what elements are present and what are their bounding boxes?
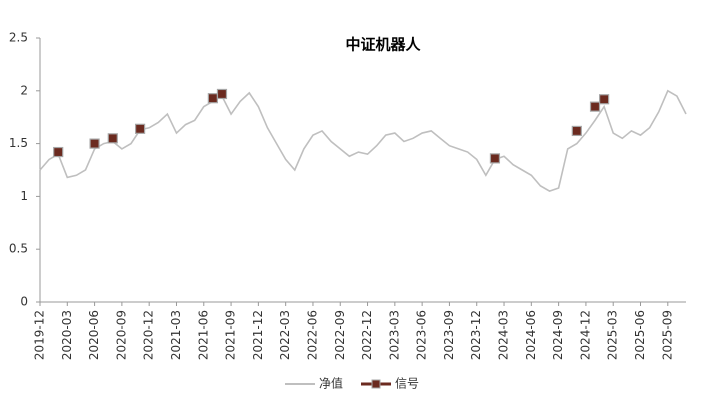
signal-marker — [53, 146, 64, 158]
y-tick-label: 2 — [20, 83, 28, 97]
signal-marker — [489, 153, 501, 164]
x-tick-label: 2021-09 — [224, 310, 238, 360]
x-tick-label: 2020-09 — [114, 310, 128, 360]
x-tick-label: 2022-03 — [278, 310, 292, 360]
x-tick-label: 2023-12 — [469, 310, 483, 360]
net-value-line — [39, 89, 687, 192]
signal-marker — [571, 125, 582, 137]
x-tick-label: 2021-06 — [196, 310, 210, 360]
x-tick-label: 2021-12 — [251, 310, 265, 360]
signal-marker — [207, 93, 218, 104]
x-tick-label: 2024-09 — [551, 310, 565, 360]
signal-marker — [134, 123, 146, 134]
signal-marker — [107, 133, 118, 144]
legend-marker — [371, 379, 381, 389]
x-tick-label: 2025-06 — [633, 310, 647, 360]
y-tick-label: 1 — [20, 189, 28, 203]
x-tick-label: 2022-09 — [333, 310, 347, 360]
y-tick-label: 1.5 — [9, 136, 28, 150]
x-tick-label: 2024-12 — [578, 310, 592, 360]
x-tick-label: 2023-06 — [415, 310, 429, 360]
chart-title: 中证机器人 — [345, 36, 421, 54]
signal-marker — [89, 138, 100, 149]
signal-marker — [216, 88, 228, 100]
x-tick-label: 2025-03 — [606, 310, 620, 360]
x-tick-label: 2020-06 — [87, 310, 101, 360]
y-tick-label: 2.5 — [9, 31, 28, 45]
x-tick-label: 2019-12 — [33, 310, 47, 360]
x-tick-label: 2024-03 — [497, 310, 511, 360]
y-tick-label: 0 — [20, 295, 28, 309]
signal-marker — [599, 94, 610, 105]
x-tick-label: 2022-06 — [305, 310, 319, 360]
x-tick-label: 2025-09 — [660, 310, 674, 360]
x-tick-label: 2020-12 — [142, 310, 156, 360]
x-tick-label: 2021-03 — [169, 310, 183, 360]
y-tick-label: 0.5 — [9, 242, 28, 256]
x-tick-label: 2024-06 — [524, 310, 538, 360]
legend-label: 信号 — [395, 377, 419, 391]
x-tick-label: 2022-12 — [360, 310, 374, 360]
signal-marker — [589, 101, 601, 112]
x-tick-label: 2023-09 — [442, 310, 456, 360]
x-tick-label: 2023-03 — [387, 310, 401, 360]
legend-label: 净值 — [319, 376, 343, 391]
x-tick-label: 2020-03 — [60, 310, 74, 360]
